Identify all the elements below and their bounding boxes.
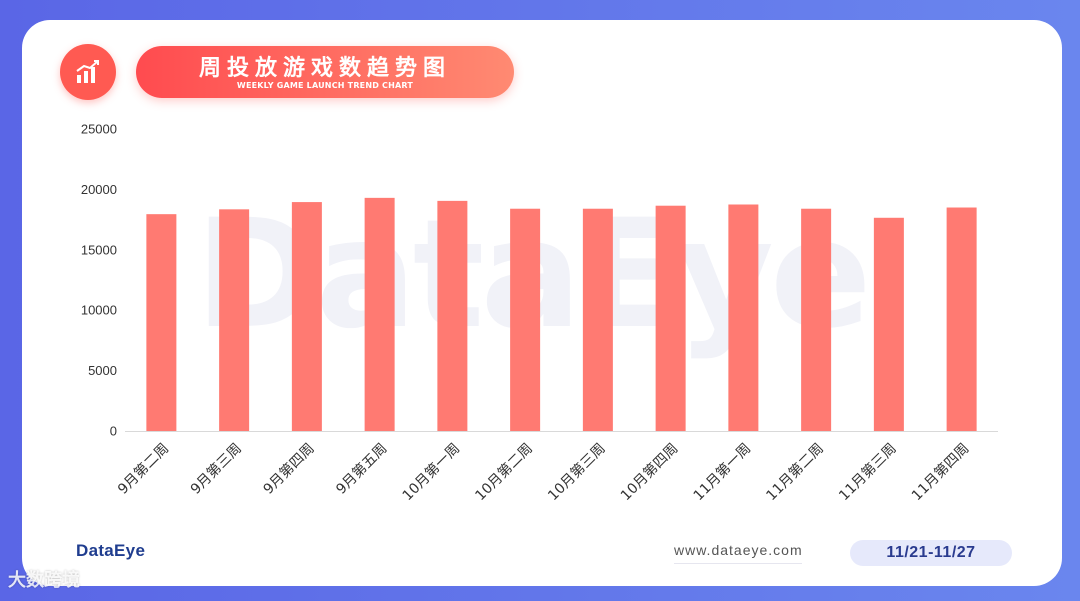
bar (291, 202, 322, 431)
x-tick-label: 9月第二周 (114, 440, 172, 498)
chart-title: 周投放游戏数趋势图 (198, 56, 451, 81)
footer-logo: DataEye (76, 541, 146, 560)
x-tick-label: 10月第四周 (617, 440, 681, 504)
bar (728, 204, 759, 431)
x-tick-label: 9月第四周 (260, 440, 318, 498)
corner-watermark: 大数跨境 (8, 570, 80, 591)
bar (219, 209, 250, 431)
bar (437, 200, 468, 431)
title-banner: 周投放游戏数趋势图 WEEKLY GAME LAUNCH TREND CHART (136, 46, 514, 98)
chart-subtitle: WEEKLY GAME LAUNCH TREND CHART (236, 81, 414, 90)
x-axis: 9月第二周 9月第三周 9月第四周 9月第五周 10月第一周 10月第二周 10月第三周 10… (114, 440, 972, 504)
bar (655, 205, 686, 431)
date-range-badge: 11/21-11/27 (850, 540, 1012, 566)
bars (146, 197, 977, 431)
x-tick-label: 10月第三周 (544, 440, 608, 504)
x-tick-label: 9月第三周 (187, 440, 245, 498)
y-tick-label: 25000 (81, 122, 117, 137)
bar (582, 208, 613, 431)
bar (801, 208, 832, 431)
x-tick-label: 11月第二周 (763, 440, 827, 504)
bar (510, 208, 541, 431)
x-tick-label: 11月第一周 (690, 440, 754, 504)
footer-url[interactable]: www.dataeye.com (674, 542, 803, 558)
bar (946, 207, 977, 431)
x-tick-label: 10月第二周 (472, 440, 536, 504)
bar (873, 217, 904, 431)
bar (146, 214, 177, 431)
x-tick-label: 11月第三周 (835, 440, 899, 504)
x-tick-label: 9月第五周 (333, 440, 391, 498)
y-axis: 0 5000 10000 15000 20000 25000 (81, 122, 117, 439)
x-tick-label: 11月第四周 (908, 440, 972, 504)
x-tick-label: 10月第一周 (399, 440, 463, 504)
bar (364, 197, 395, 431)
y-tick-label: 5000 (88, 363, 117, 378)
y-tick-label: 15000 (81, 242, 117, 257)
y-tick-label: 20000 (81, 182, 117, 197)
footer-divider (674, 563, 802, 564)
bar-chart-trend-icon (60, 44, 116, 100)
y-tick-label: 0 (110, 424, 117, 439)
y-tick-label: 10000 (81, 303, 117, 318)
